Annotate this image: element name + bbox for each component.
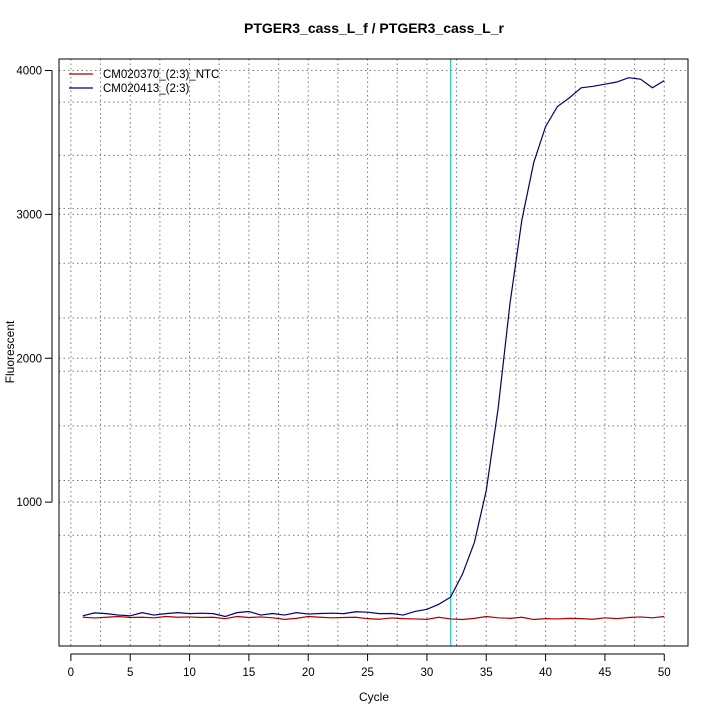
grid (59, 59, 688, 646)
x-axis-label: Cycle (359, 690, 389, 704)
legend-label: CM020370_(2:3)_NTC (103, 69, 219, 81)
chart-title: PTGER3_cass_L_f / PTGER3_cass_L_r (244, 20, 504, 36)
x-tick-label: 0 (68, 667, 74, 679)
x-tick-label: 20 (302, 667, 315, 679)
legend: CM020370_(2:3)_NTC CM020413_(2:3) (69, 69, 219, 95)
y-tick-label: 2000 (16, 353, 42, 365)
y-axis-label: Fluorescent (3, 320, 17, 383)
y-tick-label: 4000 (16, 66, 42, 78)
x-tick-label: 35 (480, 667, 493, 679)
series-layer (82, 77, 665, 621)
x-tick-label: 10 (183, 667, 196, 679)
x-tick-label: 45 (599, 667, 612, 679)
x-tick-label: 5 (127, 667, 133, 679)
x-tick-label: 30 (421, 667, 434, 679)
series-line-1 (82, 615, 665, 621)
x-tick-label: 50 (658, 667, 671, 679)
y-tick-label: 1000 (16, 497, 42, 509)
y-tick-label: 3000 (16, 209, 42, 221)
x-tick-label: 15 (242, 667, 255, 679)
y-axis: 1000 2000 3000 4000 (16, 66, 53, 509)
series-line-2 (82, 77, 665, 618)
x-tick-label: 25 (361, 667, 374, 679)
x-tick-label: 40 (539, 667, 552, 679)
legend-label: CM020413_(2:3) (103, 83, 189, 95)
x-axis: 0 5 10 15 20 25 30 35 40 45 50 (68, 653, 671, 679)
plot-frame (58, 58, 689, 647)
